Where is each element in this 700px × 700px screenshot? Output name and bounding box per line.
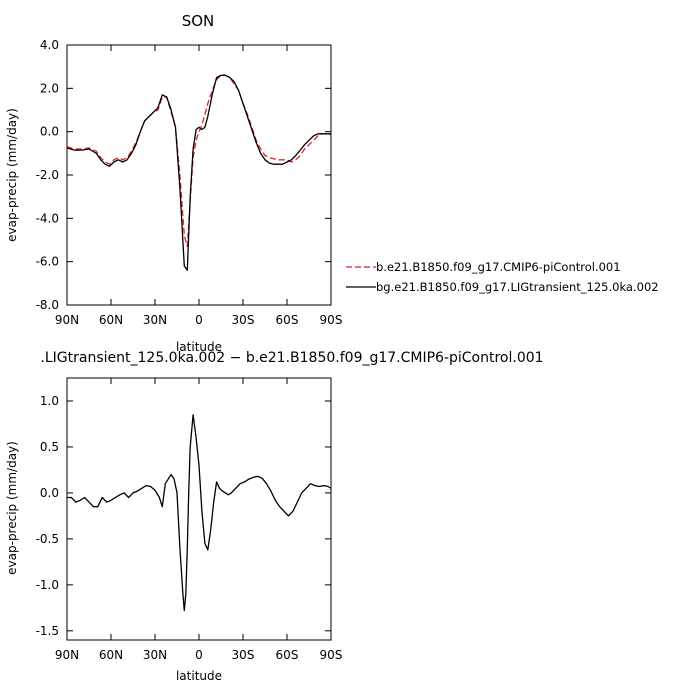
panel-bottom: .LIGtransient_125.0ka.002 − b.e21.B1850.… bbox=[5, 350, 544, 683]
bottom-y-tick-labels: -1.5 -1.0 -0.5 0.0 0.5 1.0 bbox=[36, 394, 59, 638]
x-tick-label: 90S bbox=[320, 313, 343, 327]
y-tick-label: 4.0 bbox=[40, 38, 59, 52]
x-tick-label: 90N bbox=[55, 648, 79, 662]
bottom-plot-area bbox=[66, 377, 332, 641]
x-tick-label: 30N bbox=[143, 648, 167, 662]
y-tick-label: 1.0 bbox=[40, 394, 59, 408]
y-tick-label: -2.0 bbox=[36, 168, 59, 182]
x-tick-label: 90S bbox=[320, 648, 343, 662]
bottom-ticks bbox=[66, 378, 332, 640]
top-y-tick-labels: -8.0 -6.0 -4.0 -2.0 0.0 2.0 4.0 bbox=[36, 38, 59, 312]
top-series-lines bbox=[66, 74, 332, 271]
x-tick-label: 60S bbox=[276, 313, 299, 327]
y-tick-label: 0.0 bbox=[40, 125, 59, 139]
x-tick-label: 60N bbox=[99, 648, 123, 662]
top-y-axis-label: evap-precip (mm/day) bbox=[5, 108, 19, 242]
y-tick-label: -4.0 bbox=[36, 211, 59, 225]
panel-top: SON -8.0 -6.0 -4.0 -2.0 0.0 2.0 4.0 90N 60N 30N 0… bbox=[5, 12, 342, 354]
legend-label-ligtransient: bg.e21.B1850.f09_g17.LIGtransient_125.0k… bbox=[376, 280, 659, 294]
x-tick-label: 30S bbox=[232, 648, 255, 662]
plot-frame bbox=[66, 44, 332, 306]
x-tick-label: 30N bbox=[143, 313, 167, 327]
x-tick-label: 60N bbox=[99, 313, 123, 327]
top-plot-area bbox=[66, 44, 332, 306]
series-line-1 bbox=[66, 74, 331, 271]
legend-label-control: b.e21.B1850.f09_g17.CMIP6-piControl.001 bbox=[376, 260, 621, 274]
bottom-chart-title: .LIGtransient_125.0ka.002 − b.e21.B1850.… bbox=[40, 350, 543, 366]
x-tick-label: 60S bbox=[276, 648, 299, 662]
series-line-0 bbox=[66, 74, 332, 248]
top-x-tick-labels: 90N 60N 30N 0 30S 60S 90S bbox=[55, 313, 343, 327]
x-tick-label: 90N bbox=[55, 313, 79, 327]
legend: b.e21.B1850.f09_g17.CMIP6-piControl.001 … bbox=[346, 260, 659, 294]
top-ticks bbox=[66, 44, 332, 306]
bottom-x-axis-label: latitude bbox=[176, 669, 222, 683]
y-tick-label: -0.5 bbox=[36, 532, 59, 546]
y-tick-label: 0.5 bbox=[40, 440, 59, 454]
bottom-series-lines bbox=[67, 414, 332, 612]
series-line-0 bbox=[67, 414, 332, 612]
top-x-axis-label: latitude bbox=[176, 340, 222, 354]
x-tick-label: 30S bbox=[232, 313, 255, 327]
y-tick-label: -1.5 bbox=[36, 624, 59, 638]
y-tick-label: 0.0 bbox=[40, 486, 59, 500]
bottom-x-tick-labels: 90N 60N 30N 0 30S 60S 90S bbox=[55, 648, 343, 662]
y-tick-label: -1.0 bbox=[36, 578, 59, 592]
y-tick-label: -6.0 bbox=[36, 255, 59, 269]
plot-frame bbox=[66, 377, 332, 641]
y-tick-label: -8.0 bbox=[36, 298, 59, 312]
x-tick-label: 0 bbox=[195, 313, 203, 327]
top-chart-title: SON bbox=[182, 12, 215, 30]
y-tick-label: 2.0 bbox=[40, 81, 59, 95]
bottom-y-axis-label: evap-precip (mm/day) bbox=[5, 441, 19, 575]
x-tick-label: 0 bbox=[195, 648, 203, 662]
